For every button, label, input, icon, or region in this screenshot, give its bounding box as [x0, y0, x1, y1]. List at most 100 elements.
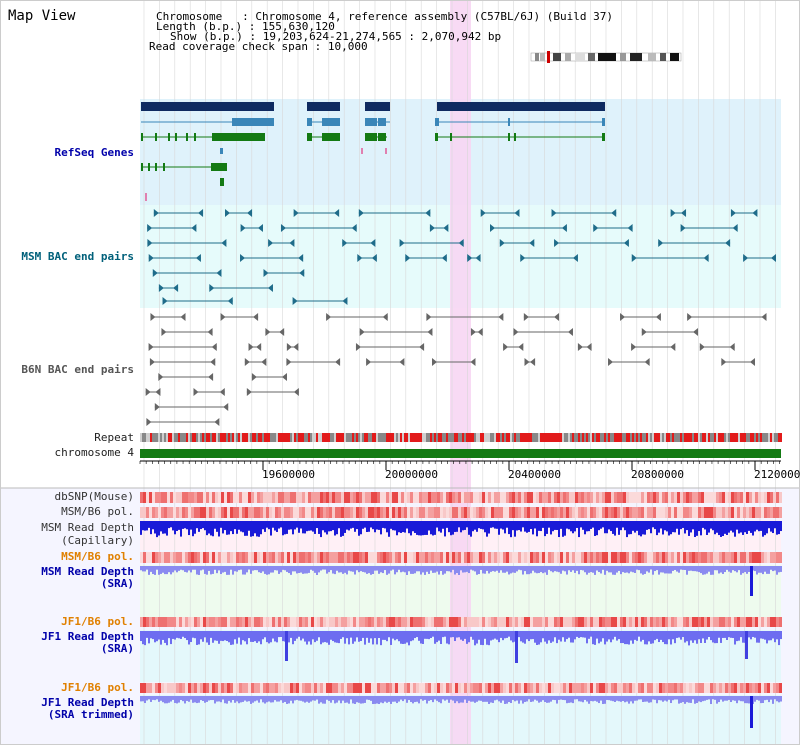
repeat-segment [390, 433, 392, 442]
heat-cell [503, 492, 506, 503]
depth-bar [664, 521, 666, 531]
repeat-segment [572, 433, 574, 442]
track-label-jf1-b6-pol-1[interactable]: JF1/B6 pol. [61, 615, 134, 628]
heat-cell [527, 492, 530, 503]
heat-cell [497, 492, 500, 503]
depth-bar [164, 631, 166, 643]
depth-bar [694, 521, 696, 538]
repeat-segment [442, 433, 444, 442]
heat-cell [485, 617, 488, 627]
bac-end [419, 343, 425, 351]
heat-cell [242, 507, 245, 518]
depth-bar [168, 566, 170, 573]
depth-bar [648, 566, 650, 573]
depth-bar [678, 696, 680, 704]
track-label-jf1-b6-pol-2[interactable]: JF1/B6 pol. [61, 681, 134, 694]
track-label-repeat[interactable]: Repeat [94, 431, 134, 444]
heat-cell [146, 507, 149, 518]
depth-bar [174, 566, 176, 571]
track-label-jf1-depth-sra[interactable]: JF1 Read Depth [41, 630, 134, 643]
heat-cell [287, 552, 290, 563]
depth-bar [488, 696, 490, 704]
heat-cell [713, 507, 716, 518]
heat-cell [734, 617, 737, 627]
depth-bar [448, 631, 450, 645]
depth-bar [682, 566, 684, 570]
track-label-dbsnp[interactable]: dbSNP(Mouse) [54, 490, 134, 503]
depth-bar [244, 631, 246, 642]
heat-cell [581, 507, 584, 518]
heat-cell [290, 617, 293, 627]
depth-bar [406, 566, 408, 575]
depth-bar [694, 696, 696, 704]
depth-bar [450, 521, 452, 536]
depth-bar [570, 631, 572, 643]
heat-cell [599, 683, 602, 693]
heat-cell [476, 492, 479, 503]
depth-bar [336, 521, 338, 535]
track-label-b6n-bac[interactable]: B6N BAC end pairs [21, 363, 134, 376]
depth-bar [712, 696, 714, 700]
heat-cell [659, 507, 662, 518]
depth-bar [600, 521, 602, 529]
track-label-msm-b6-pol-1[interactable]: MSM/B6 pol. [61, 505, 134, 518]
repeat-segment [190, 433, 192, 442]
depth-bar [512, 631, 514, 643]
depth-bar [264, 521, 266, 532]
heat-cell [524, 617, 527, 627]
repeat-segment [530, 433, 532, 442]
heat-cell [386, 683, 389, 693]
depth-bar [368, 521, 370, 532]
repeat-segment [338, 433, 340, 442]
heat-cell [533, 683, 536, 693]
heat-cell [686, 617, 689, 627]
heat-cell [707, 552, 710, 563]
heat-cell [383, 492, 386, 503]
depth-bar [380, 631, 382, 646]
heat-cell [443, 507, 446, 518]
heat-cell [350, 552, 353, 563]
track-label-msm-depth-cap[interactable]: MSM Read Depth [41, 521, 134, 534]
heat-cell [593, 617, 596, 627]
depth-bar [608, 631, 610, 640]
depth-bar [204, 521, 206, 531]
depth-bar [738, 696, 740, 701]
track-label-msm-bac[interactable]: MSM BAC end pairs [21, 250, 134, 263]
depth-bar [748, 696, 750, 704]
depth-bar [716, 566, 718, 571]
heat-cell [494, 507, 497, 518]
depth-bar [428, 696, 430, 701]
repeat-segment [742, 433, 744, 442]
bac-end [158, 284, 164, 292]
depth-bar [510, 631, 512, 641]
repeat-segment [768, 433, 770, 442]
heat-cell [566, 683, 569, 693]
depth-bar [738, 521, 740, 534]
heat-cell [668, 683, 671, 693]
track-label-refseq[interactable]: RefSeq Genes [54, 146, 134, 159]
heat-cell [629, 552, 632, 563]
heat-cell [374, 683, 377, 693]
depth-bar [692, 521, 694, 530]
track-label-jf1-depth-trim[interactable]: JF1 Read Depth [41, 696, 134, 709]
heat-cell [695, 492, 698, 503]
depth-bar [320, 521, 322, 538]
track-label-msm-b6-pol-2[interactable]: MSM/B6 pol. [61, 550, 134, 563]
depth-bar [578, 566, 580, 575]
depth-bar [766, 521, 768, 534]
depth-bar [192, 521, 194, 537]
depth-bar [334, 521, 336, 536]
bac-end [627, 224, 633, 232]
track-label-chromosome[interactable]: chromosome 4 [54, 446, 134, 459]
heat-cell [335, 552, 338, 563]
repeat-segment [644, 433, 646, 442]
heat-cell [200, 683, 203, 693]
heat-cell [146, 552, 149, 563]
track-label-msm-depth-sra[interactable]: MSM Read Depth [41, 565, 134, 578]
depth-bar [390, 521, 392, 529]
gene-exon [168, 133, 170, 141]
repeat-segment [692, 433, 694, 442]
depth-bar [632, 696, 634, 704]
depth-bar [694, 631, 696, 641]
